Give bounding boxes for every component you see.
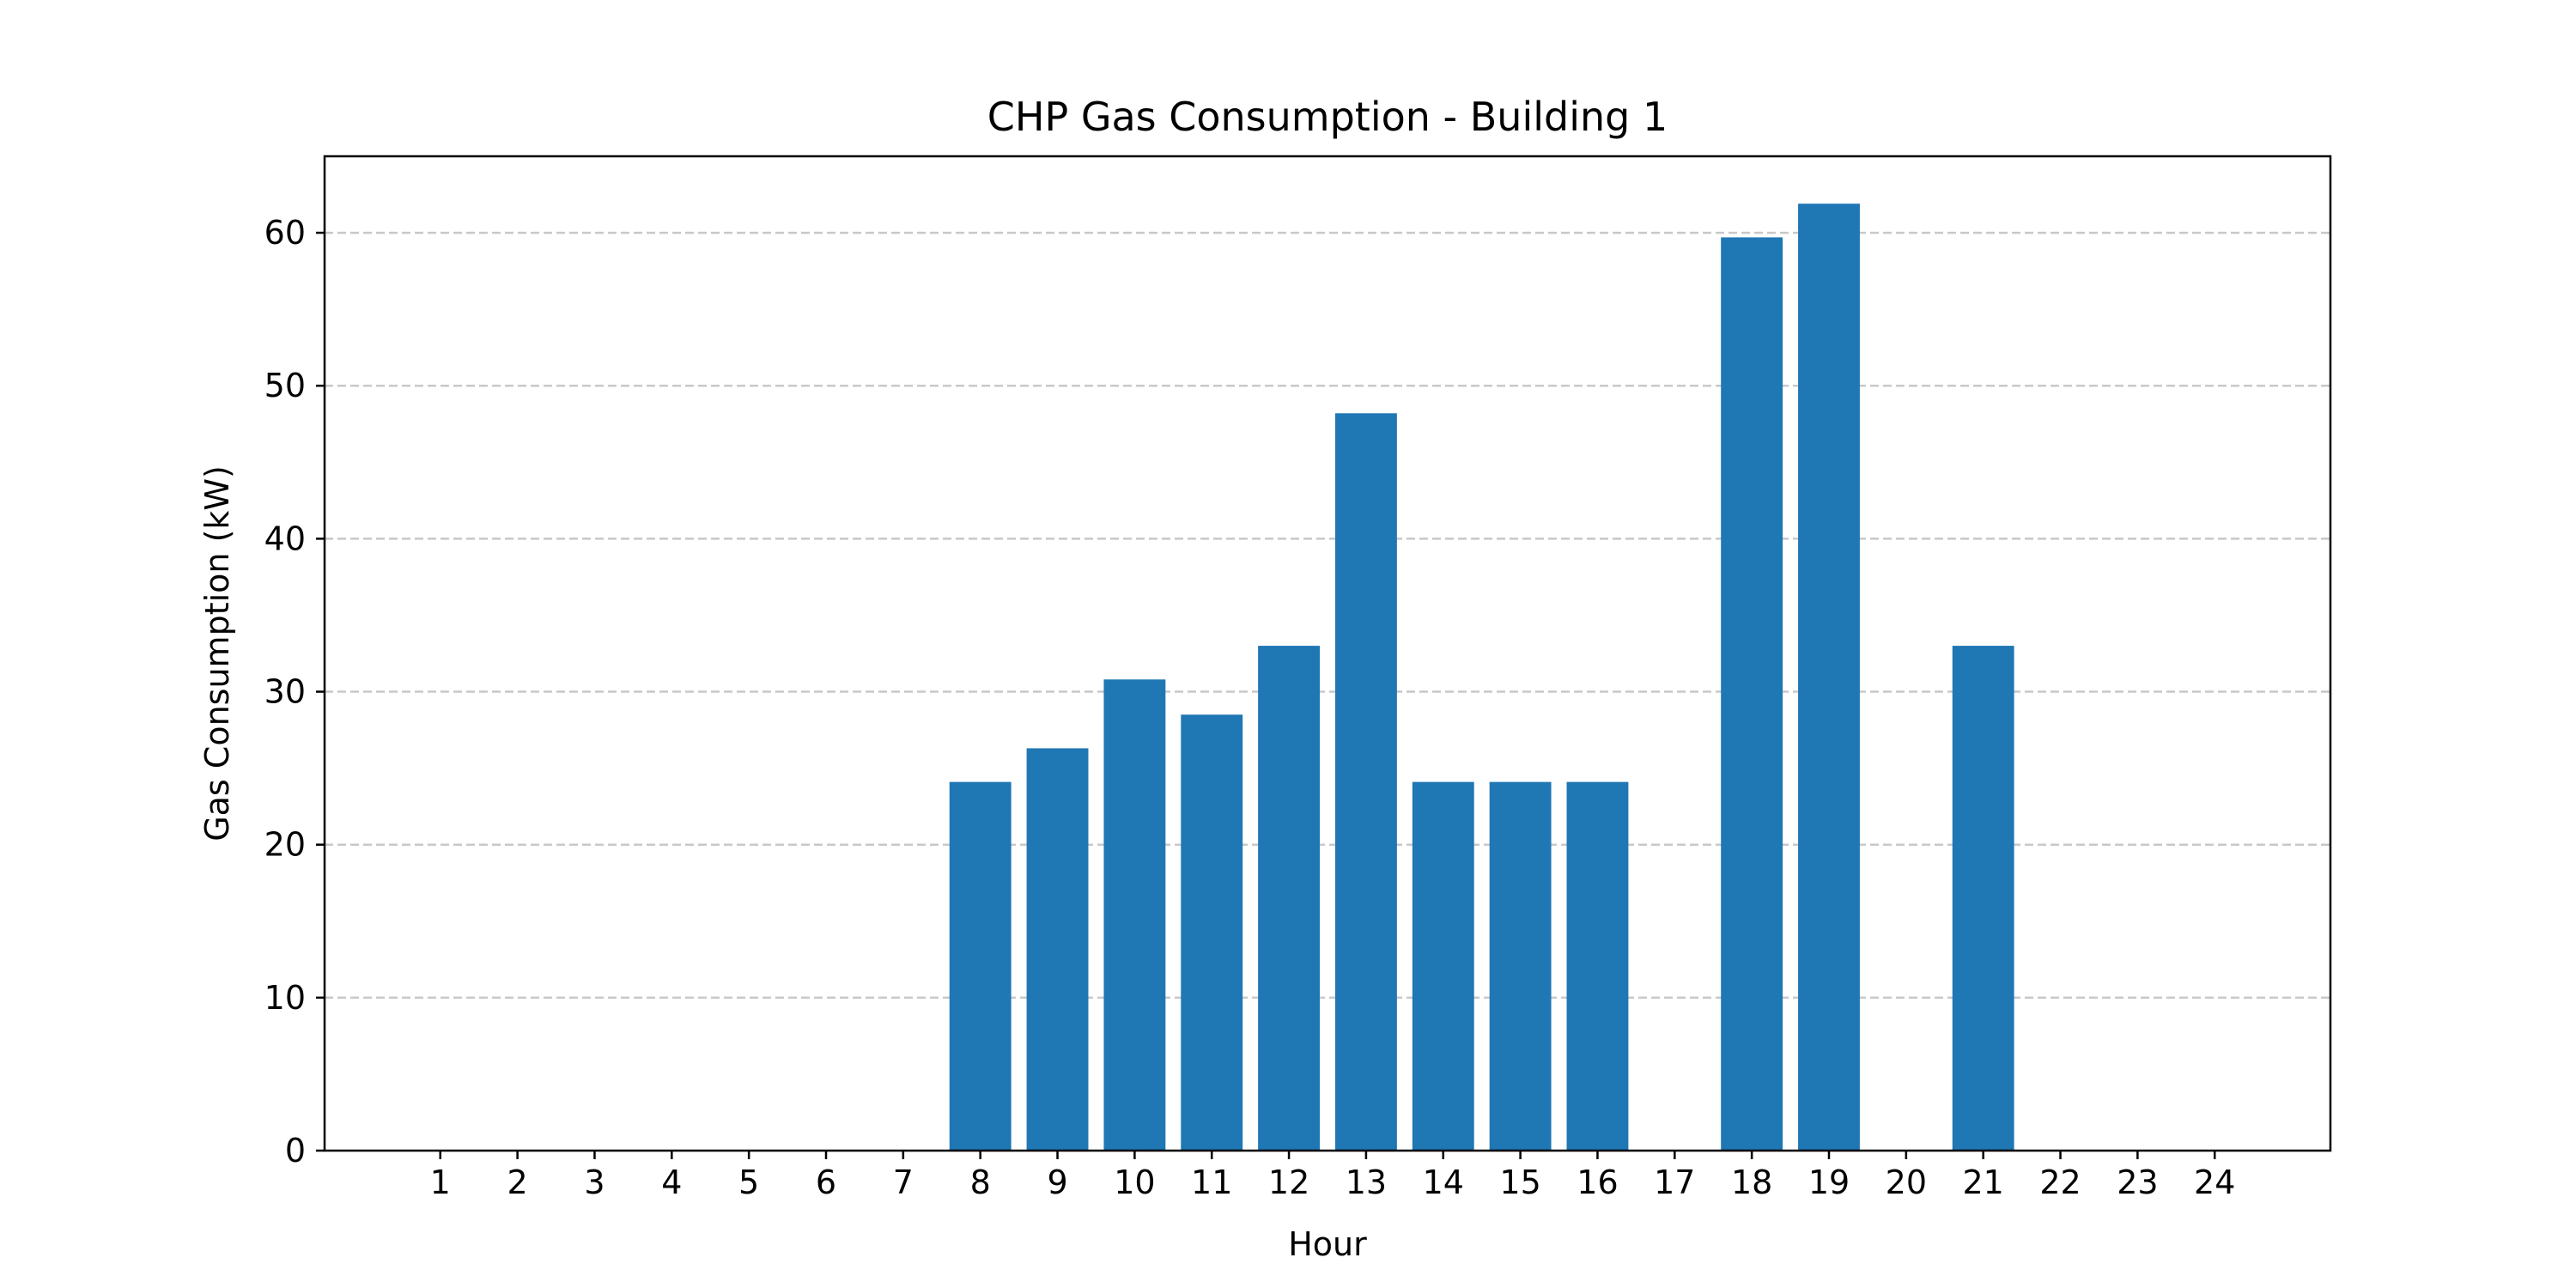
x-tick-label: 17 (1654, 1163, 1695, 1201)
y-tick-label: 0 (285, 1132, 306, 1170)
x-tick-label: 11 (1191, 1163, 1232, 1201)
x-tick-label: 22 (2039, 1163, 2081, 1201)
x-tick-label: 3 (584, 1163, 605, 1201)
x-tick-label: 5 (738, 1163, 759, 1201)
bar-hour-16 (1566, 781, 1629, 1151)
y-axis: 0 10 20 30 40 50 60 (264, 214, 325, 1170)
x-tick-label: 9 (1047, 1163, 1067, 1201)
x-tick-label: 13 (1346, 1163, 1387, 1201)
x-tick-label: 18 (1731, 1163, 1772, 1201)
x-tick-label: 2 (507, 1163, 528, 1201)
bar-hour-10 (1103, 679, 1166, 1151)
x-tick-label: 16 (1577, 1163, 1618, 1201)
bar-hour-8 (949, 781, 1012, 1151)
y-axis-label: Gas Consumption (kW) (198, 465, 236, 841)
x-tick-label: 15 (1499, 1163, 1540, 1201)
x-tick-label: 12 (1268, 1163, 1309, 1201)
bar-hour-12 (1258, 646, 1321, 1151)
bar-hour-15 (1489, 781, 1552, 1151)
y-tick-label: 20 (264, 826, 306, 864)
bar-hour-9 (1026, 748, 1089, 1151)
x-tick-label: 7 (893, 1163, 914, 1201)
bar-hour-18 (1721, 237, 1783, 1151)
x-tick-label: 24 (2194, 1163, 2235, 1201)
x-tick-label: 8 (970, 1163, 991, 1201)
x-axis-label: Hour (1288, 1225, 1367, 1263)
x-tick-label: 14 (1423, 1163, 1464, 1201)
x-tick-label: 6 (816, 1163, 836, 1201)
y-tick-label: 60 (264, 214, 306, 252)
x-tick-label: 21 (1963, 1163, 2004, 1201)
x-tick-label: 1 (430, 1163, 451, 1201)
x-tick-label: 19 (1808, 1163, 1850, 1201)
y-tick-label: 30 (264, 673, 306, 711)
plot-frame (323, 155, 2332, 1152)
bar-hour-11 (1181, 714, 1243, 1151)
x-tick-label: 23 (2117, 1163, 2158, 1201)
y-tick-label: 50 (264, 367, 306, 404)
bar-hour-14 (1412, 781, 1474, 1151)
x-axis: 1 2 3 4 5 6 7 8 9 10 11 12 13 14 15 16 17 18 19 20 21 22 23 24 (430, 1151, 2235, 1201)
x-tick-label: 4 (661, 1163, 682, 1201)
y-tick-label: 10 (264, 979, 306, 1017)
chart-title: CHP Gas Consumption - Building 1 (987, 94, 1668, 140)
bar-hour-21 (1952, 646, 2014, 1151)
bars (949, 204, 2014, 1151)
y-tick-label: 40 (264, 519, 306, 557)
bar-hour-13 (1334, 413, 1397, 1151)
x-tick-label: 20 (1886, 1163, 1927, 1201)
gridlines (325, 231, 2330, 999)
x-tick-label: 10 (1114, 1163, 1155, 1201)
bar-hour-19 (1798, 204, 1860, 1151)
